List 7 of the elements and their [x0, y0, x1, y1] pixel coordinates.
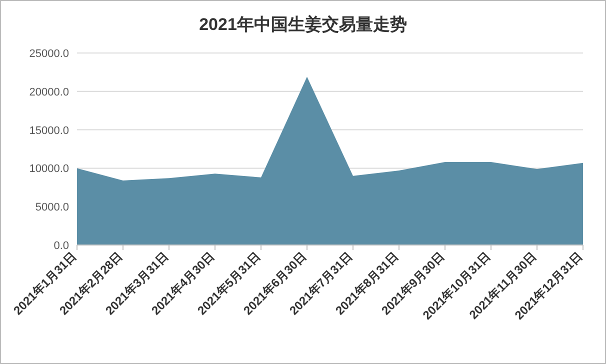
y-tick-label: 0.0 — [54, 240, 69, 252]
y-tick-label: 5000.0 — [35, 202, 69, 214]
y-tick-label: 15000.0 — [29, 124, 69, 137]
y-tick-label: 10000.0 — [29, 163, 69, 176]
chart-title: 2021年中国生姜交易量走势 — [199, 14, 407, 34]
y-tick-label: 20000.0 — [29, 86, 69, 98]
y-tick-label: 25000.0 — [29, 48, 69, 60]
